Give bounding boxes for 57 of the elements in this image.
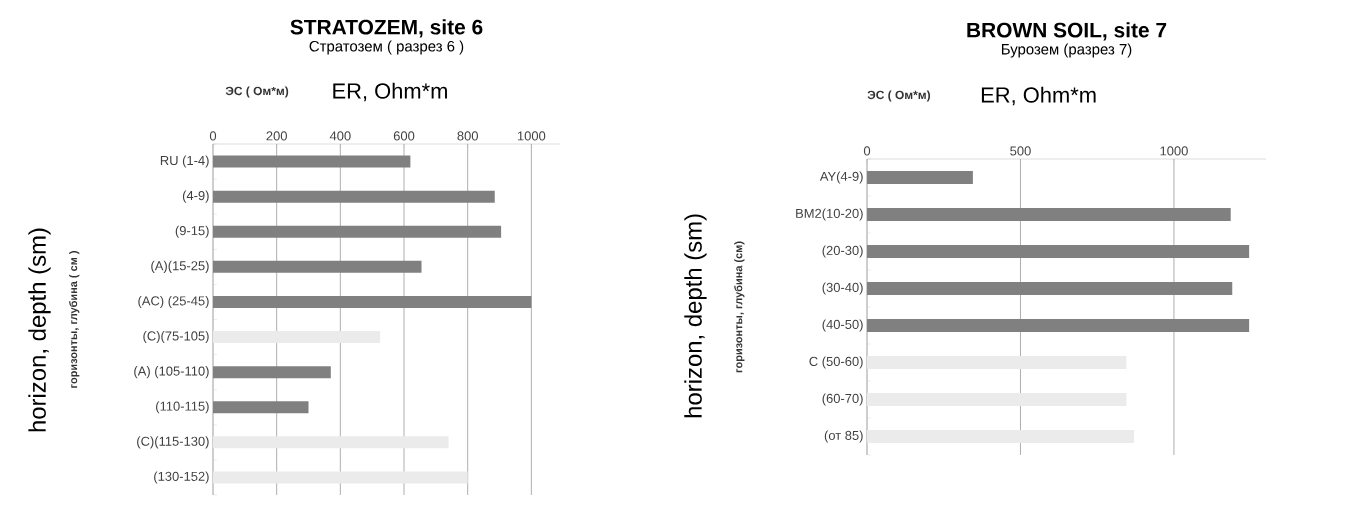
- y-tick-label: (C)(115-130): [137, 436, 209, 449]
- bar: [213, 190, 495, 203]
- bar: [867, 356, 1127, 369]
- chart-subtitle: Стратозем ( разрез 6 ): [309, 40, 464, 55]
- bar: [867, 245, 1250, 258]
- text: горизонты, глубина ( см ): [69, 251, 80, 388]
- bar: [867, 430, 1135, 443]
- bar: [867, 393, 1127, 406]
- bar: [213, 331, 381, 344]
- bar: [213, 295, 532, 308]
- chart-title: STRATOZEM, site 6: [290, 19, 483, 38]
- bar: [213, 366, 331, 379]
- x-tick-label: 200: [266, 131, 287, 141]
- chart-title: BROWN SOIL, site 7: [967, 22, 1167, 41]
- y-tick-label: BM2(10-20): [796, 208, 863, 221]
- y-tick-label: (A) (105-110): [134, 366, 209, 379]
- x-tick-label: 400: [329, 131, 351, 141]
- y-tick-label: (130-152): [154, 471, 209, 484]
- y-tick-label: (4-9): [182, 190, 209, 203]
- x-tick-label: 1000: [1160, 146, 1188, 156]
- bar: [213, 155, 411, 168]
- bar: [867, 319, 1250, 332]
- y-axis-title: horizon, depth (sm): [684, 214, 707, 418]
- bar: [213, 436, 449, 449]
- y-tick-label: (9-15): [175, 225, 209, 238]
- y-tick-label: AY(4-9): [819, 171, 863, 184]
- y-tick-label: (60-70): [822, 393, 863, 406]
- y-tick-label: (A)(15-25): [151, 260, 209, 273]
- x-tick-label: 600: [393, 131, 415, 141]
- x-axis-title: ER, Ohm*m: [981, 86, 1096, 106]
- y-tick-label: (от 85): [824, 430, 863, 443]
- y-tick-label: RU (1-4): [160, 155, 209, 168]
- y-tick-label: (40-50): [822, 319, 863, 332]
- x-tick-label: 500: [1010, 146, 1031, 156]
- bar: [213, 225, 502, 238]
- x-tick-label: 0: [209, 131, 217, 141]
- x-tick-label: 1000: [517, 131, 546, 141]
- y-tick-label: (20-30): [822, 245, 863, 258]
- y-tick-label: (30-40): [822, 282, 863, 295]
- y-tick-label: (C)(75-105): [143, 331, 209, 344]
- y-tick-label: C (50-60): [809, 356, 863, 369]
- bar: [213, 471, 468, 484]
- bar: [867, 282, 1233, 295]
- y-axis-title: horizon, depth (sm): [28, 228, 51, 432]
- y-tick-label: (AC) (25-45): [138, 295, 209, 308]
- x-tick-label: 800: [457, 131, 478, 141]
- chart-subtitle: Бурозем (разрез 7): [1001, 43, 1132, 58]
- y-tick-label: (110-115): [156, 401, 209, 414]
- bar: [867, 171, 973, 184]
- x-tick-label: 0: [863, 146, 871, 156]
- text: ЭС ( Ом*м): [225, 86, 289, 98]
- bar: [213, 401, 309, 414]
- text: горизонты, глубина (см): [734, 241, 745, 373]
- x-axis-title: ER, Ohm*m: [333, 82, 447, 102]
- text: ЭС ( Ом*м): [867, 90, 931, 102]
- bar: [213, 260, 422, 273]
- bar: [867, 208, 1231, 221]
